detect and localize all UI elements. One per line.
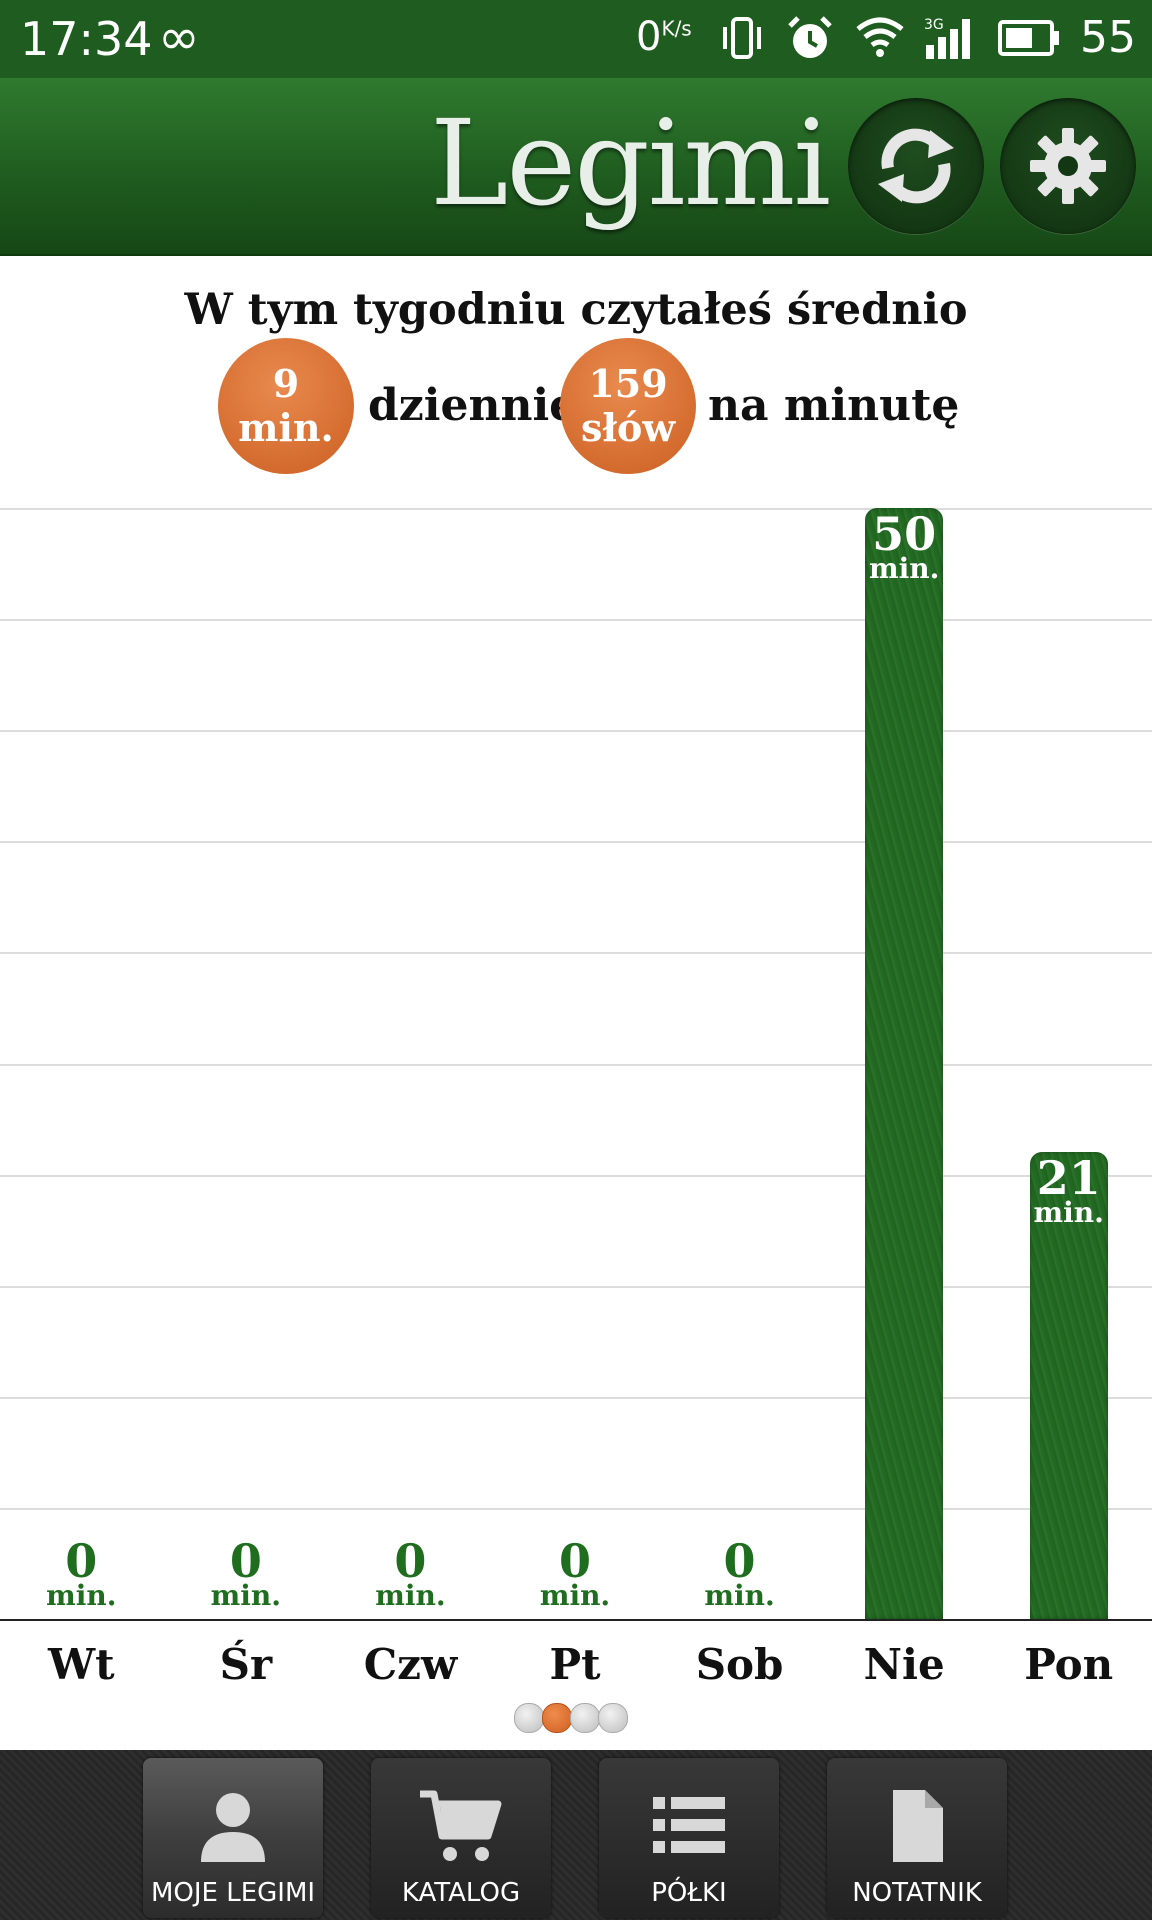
chart-gridline — [0, 1285, 1152, 1288]
nav-katalog[interactable]: KATALOG — [371, 1758, 551, 1918]
network-speed: 0K/s — [636, 14, 692, 60]
chart-value-number: 50 — [872, 507, 937, 561]
chart-gridline — [0, 508, 1152, 510]
chart-value-unit: min. — [46, 1579, 117, 1612]
cart-icon — [371, 1786, 551, 1866]
svg-text:3G: 3G — [924, 17, 944, 33]
sync-button[interactable] — [848, 98, 984, 234]
reading-speed-badge: 159 słów — [560, 338, 696, 474]
chart-value-label: 50 min. — [834, 507, 974, 585]
nav-notatnik[interactable]: NOTATNIK — [827, 1758, 1007, 1918]
chart-x-axis — [0, 1619, 1152, 1621]
chart-day-label: Pt — [549, 1640, 601, 1689]
chart-value-unit: min. — [1033, 1196, 1104, 1230]
chart-gridline — [0, 841, 1152, 844]
nav-zigzag-edge — [0, 1740, 1152, 1760]
chart-day-label: Pon — [1024, 1640, 1114, 1689]
chart-gridline — [0, 1174, 1152, 1177]
page-dot[interactable] — [598, 1703, 628, 1733]
chart-bar — [1029, 1152, 1108, 1619]
page-indicator — [514, 1703, 628, 1733]
chart-value-unit: min. — [704, 1579, 775, 1612]
status-time: 17:34 — [20, 12, 153, 66]
nav-moje-legimi[interactable]: MOJE LEGIMI — [143, 1758, 323, 1918]
reading-speed-value: 159 — [588, 361, 668, 406]
chart-value-unit: min. — [210, 1579, 282, 1612]
status-bar: 17:34 ∞ 0K/s 3G 55 — [0, 0, 1152, 78]
signal-3g-icon: 3G — [920, 12, 980, 64]
chart-value-number: 0 — [394, 1534, 427, 1588]
chart-day-label: Sob — [695, 1640, 784, 1689]
page-dot[interactable] — [570, 1703, 600, 1733]
bottom-navigation: MOJE LEGIMI KATALOG PÓŁKI NOTATNIK — [0, 1740, 1152, 1920]
chart-value-label: 0 min. — [11, 1534, 151, 1612]
chart-gridline — [0, 1507, 1152, 1510]
page-dot[interactable] — [514, 1703, 544, 1733]
wifi-icon — [852, 12, 908, 64]
nav-półki[interactable]: PÓŁKI — [599, 1758, 779, 1918]
chart-value-label: 0 min. — [670, 1534, 810, 1612]
chart-gridline — [0, 1063, 1152, 1066]
document-icon — [827, 1786, 1007, 1866]
chart-bar — [865, 508, 944, 1619]
chart-value-number: 0 — [65, 1534, 98, 1588]
daily-text: dziennie — [368, 380, 578, 431]
sync-icon — [878, 128, 954, 204]
network-speed-unit: K/s — [661, 16, 692, 41]
summary-title: W tym tygodniu czytałeś średnio — [184, 285, 968, 335]
alarm-icon — [784, 12, 836, 64]
daily-minutes-value: 9 — [272, 361, 300, 406]
battery-icon — [996, 12, 1062, 64]
page-dot[interactable] — [542, 1703, 572, 1733]
vibrate-icon — [716, 12, 768, 64]
list-icon — [599, 1786, 779, 1866]
infinity-icon: ∞ — [158, 8, 200, 66]
chart-value-unit: min. — [539, 1579, 611, 1612]
chart-value-number: 0 — [558, 1534, 591, 1588]
nav-label: NOTATNIK — [852, 1878, 982, 1908]
nav-label: MOJE LEGIMI — [150, 1878, 316, 1908]
app-header: Legimi — [0, 78, 1152, 256]
chart-value-label: 21 min. — [999, 1151, 1139, 1230]
chart-gridline — [0, 952, 1152, 955]
chart-value-unit: min. — [375, 1579, 446, 1612]
chart-day-label: Nie — [863, 1640, 945, 1689]
daily-minutes-badge: 9 min. — [218, 338, 354, 474]
chart-day-label: Wt — [47, 1640, 115, 1689]
chart-value-label: 0 min. — [505, 1534, 645, 1612]
chart-day-label: Czw — [363, 1640, 458, 1689]
settings-gear-icon — [1030, 128, 1106, 204]
user-icon — [143, 1786, 323, 1866]
speed-text: na minutę — [708, 380, 960, 431]
chart-value-number: 0 — [723, 1534, 756, 1588]
chart-gridline — [0, 619, 1152, 622]
legimi-logo: Legimi — [430, 94, 831, 232]
chart-value-label: 0 min. — [176, 1534, 316, 1612]
chart-value-number: 21 — [1036, 1151, 1101, 1206]
reading-speed-unit: słów — [580, 405, 676, 450]
battery-level: 55 — [1080, 12, 1136, 63]
chart-day-label: Śr — [219, 1640, 273, 1689]
nav-label: KATALOG — [401, 1878, 521, 1908]
chart-gridline — [0, 1396, 1152, 1399]
chart-gridline — [0, 730, 1152, 733]
daily-minutes-unit: min. — [238, 405, 334, 450]
chart-value-unit: min. — [868, 552, 940, 585]
chart-value-number: 0 — [229, 1534, 262, 1588]
nav-label: PÓŁKI — [651, 1878, 727, 1908]
settings-button[interactable] — [1000, 98, 1136, 234]
chart-value-label: 0 min. — [340, 1534, 480, 1612]
